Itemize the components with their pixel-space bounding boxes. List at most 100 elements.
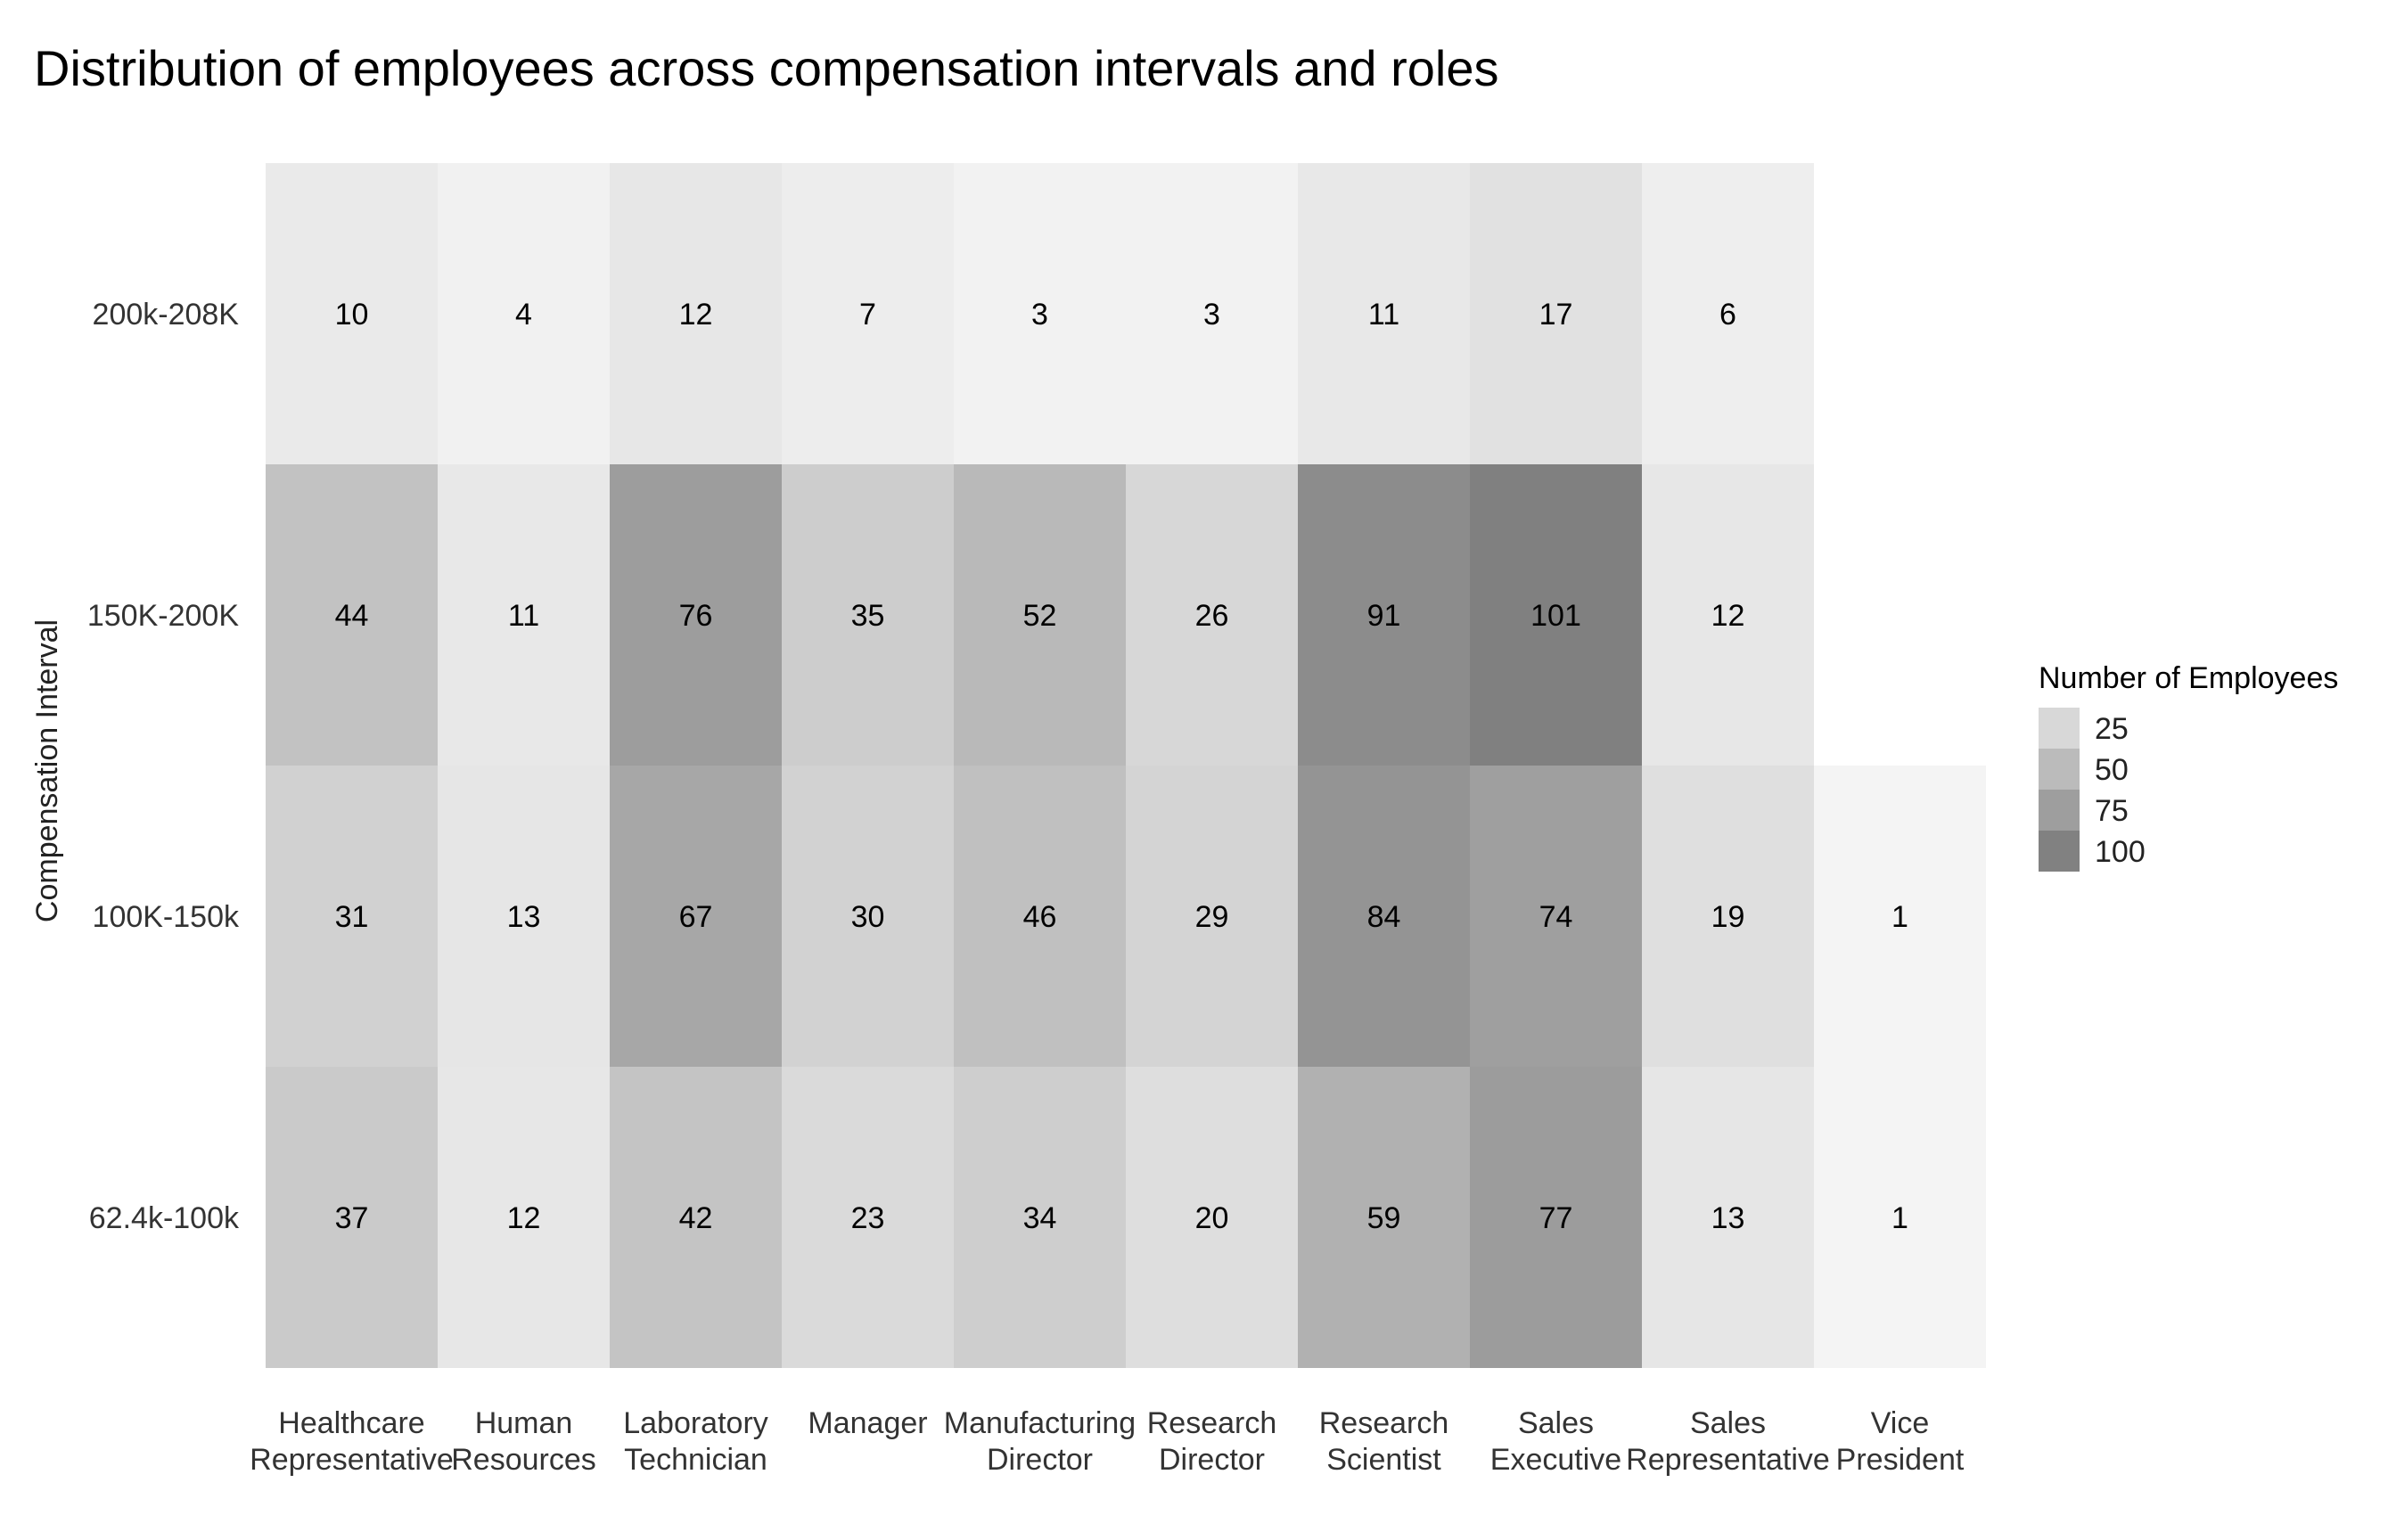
cell-value-label: 46 bbox=[1023, 900, 1057, 934]
x-tick-label: Human Resources bbox=[451, 1406, 596, 1477]
cell-value-label: 91 bbox=[1367, 599, 1401, 633]
cell-value-label: 76 bbox=[679, 599, 713, 633]
heatmap-cell bbox=[438, 464, 610, 766]
heatmap-cell bbox=[266, 464, 438, 766]
heatmap-cell bbox=[1298, 464, 1470, 766]
cell-value-label: 77 bbox=[1539, 1201, 1573, 1235]
cell-value-label: 42 bbox=[679, 1201, 713, 1235]
cell-value-label: 59 bbox=[1367, 1201, 1401, 1235]
cell-value-label: 7 bbox=[859, 298, 876, 332]
cell-value-label: 12 bbox=[507, 1201, 541, 1235]
legend-key-label: 100 bbox=[2095, 835, 2146, 869]
heatmap-cell bbox=[610, 163, 782, 464]
cell-value-label: 29 bbox=[1195, 900, 1229, 934]
cell-value-label: 1 bbox=[1891, 900, 1908, 934]
cell-value-label: 67 bbox=[679, 900, 713, 934]
legend-key bbox=[2039, 790, 2080, 831]
cell-value-label: 17 bbox=[1539, 298, 1573, 332]
heatmap-cell bbox=[266, 163, 438, 464]
heatmap-cell bbox=[782, 1067, 954, 1368]
cell-value-label: 10 bbox=[335, 298, 369, 332]
cell-value-label: 13 bbox=[507, 900, 541, 934]
heatmap-cell bbox=[266, 766, 438, 1067]
heatmap-cell bbox=[438, 766, 610, 1067]
cell-value-label: 1 bbox=[1891, 1201, 1908, 1235]
legend: Number of Employees 25 50 75 100 bbox=[2039, 661, 2338, 872]
legend-key-label: 25 bbox=[2095, 712, 2129, 746]
legend-title: Number of Employees bbox=[2039, 661, 2338, 695]
cell-value-label: 31 bbox=[335, 900, 369, 934]
heatmap-cell bbox=[1126, 1067, 1298, 1368]
heatmap-cell bbox=[1470, 1067, 1642, 1368]
heatmap-cell bbox=[1298, 1067, 1470, 1368]
x-tick-label: Manufacturing Director bbox=[944, 1406, 1136, 1477]
heatmap-cell bbox=[266, 1067, 438, 1368]
heatmap-cell bbox=[954, 766, 1126, 1067]
cell-value-label: 52 bbox=[1023, 599, 1057, 633]
cell-value-label: 34 bbox=[1023, 1201, 1057, 1235]
heatmap-cell bbox=[954, 1067, 1126, 1368]
heatmap-cell bbox=[954, 464, 1126, 766]
heatmap-cell bbox=[1642, 1067, 1814, 1368]
y-tick-label: 100K-150k bbox=[93, 900, 240, 934]
cell-value-label: 74 bbox=[1539, 900, 1573, 934]
heatmap-cell bbox=[1470, 766, 1642, 1067]
cell-value-label: 12 bbox=[1711, 599, 1745, 633]
y-axis-title: Compensation Interval bbox=[30, 619, 64, 922]
x-tick-label: Manager bbox=[808, 1406, 927, 1440]
cell-value-label: 30 bbox=[851, 900, 885, 934]
heatmap-cells bbox=[266, 163, 1986, 1368]
cell-value-label: 84 bbox=[1367, 900, 1401, 934]
x-tick-label: Vice President bbox=[1836, 1406, 1965, 1477]
heatmap-cell bbox=[1470, 464, 1642, 766]
heatmap-cell bbox=[782, 766, 954, 1067]
cell-value-label: 26 bbox=[1195, 599, 1229, 633]
cell-value-label: 11 bbox=[1368, 298, 1399, 332]
cell-value-label: 23 bbox=[851, 1201, 885, 1235]
cell-value-label: 6 bbox=[1719, 298, 1736, 332]
cell-value-label: 3 bbox=[1031, 298, 1048, 332]
cell-value-label: 11 bbox=[508, 599, 539, 633]
x-tick-label: Sales Executive bbox=[1490, 1406, 1621, 1477]
x-tick-label: Research Scientist bbox=[1319, 1406, 1449, 1477]
cell-value-label: 20 bbox=[1195, 1201, 1229, 1235]
x-tick-label: Healthcare Representative bbox=[250, 1406, 454, 1477]
legend-key bbox=[2039, 831, 2080, 872]
heatmap-cell bbox=[438, 1067, 610, 1368]
heatmap-cell bbox=[1126, 766, 1298, 1067]
legend-key bbox=[2039, 708, 2080, 749]
heatmap-cell bbox=[610, 766, 782, 1067]
heatmap-cell bbox=[1298, 163, 1470, 464]
heatmap-cell bbox=[1642, 464, 1814, 766]
y-tick-label: 150K-200K bbox=[87, 599, 239, 633]
y-tick-label: 62.4k-100k bbox=[89, 1201, 240, 1235]
cell-value-label: 19 bbox=[1711, 900, 1745, 934]
heatmap-cell bbox=[782, 163, 954, 464]
cell-value-label: 37 bbox=[335, 1201, 369, 1235]
heatmap-cell bbox=[1470, 163, 1642, 464]
cell-value-label: 35 bbox=[851, 599, 885, 633]
heatmap-cell bbox=[782, 464, 954, 766]
heatmap-cell bbox=[1298, 766, 1470, 1067]
heatmap-cell bbox=[1814, 766, 1986, 1067]
heatmap-cell bbox=[1642, 766, 1814, 1067]
x-tick-label: Research Director bbox=[1147, 1406, 1277, 1477]
cell-value-label: 4 bbox=[515, 298, 532, 332]
y-tick-labels: 200k-208K 150K-200K 100K-150k 62.4k-100k bbox=[87, 298, 240, 1235]
heatmap-cell bbox=[1126, 464, 1298, 766]
y-tick-label: 200k-208K bbox=[93, 298, 240, 332]
legend-key bbox=[2039, 749, 2080, 790]
cell-value-label: 101 bbox=[1530, 599, 1581, 633]
legend-key-label: 75 bbox=[2095, 794, 2129, 828]
x-tick-label: Laboratory Technician bbox=[623, 1406, 768, 1477]
heatmap-cell bbox=[954, 163, 1126, 464]
cell-value-label: 13 bbox=[1711, 1201, 1745, 1235]
cell-value-label: 12 bbox=[679, 298, 713, 332]
heatmap-cell bbox=[1814, 1067, 1986, 1368]
heatmap-cell bbox=[438, 163, 610, 464]
heatmap-cell bbox=[610, 464, 782, 766]
heatmap-cell bbox=[1642, 163, 1814, 464]
heatmap-cell bbox=[610, 1067, 782, 1368]
